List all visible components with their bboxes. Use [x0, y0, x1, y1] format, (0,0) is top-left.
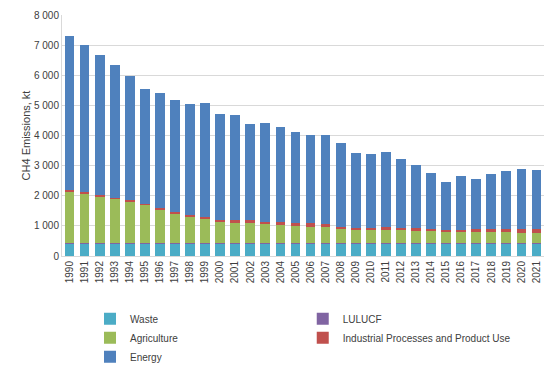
- svg-text:Agriculture: Agriculture: [130, 333, 178, 344]
- svg-text:Energy: Energy: [130, 352, 162, 363]
- svg-text:2014: 2014: [425, 261, 436, 284]
- svg-text:2 000: 2 000: [34, 190, 59, 201]
- svg-text:LULUCF: LULUCF: [343, 314, 382, 325]
- svg-text:1994: 1994: [124, 261, 135, 284]
- svg-text:2004: 2004: [275, 261, 286, 284]
- svg-text:2018: 2018: [486, 261, 497, 284]
- svg-text:2019: 2019: [501, 261, 512, 284]
- svg-text:2015: 2015: [440, 261, 451, 284]
- svg-text:2000: 2000: [214, 261, 225, 284]
- svg-text:1992: 1992: [94, 261, 105, 284]
- svg-text:0: 0: [53, 251, 59, 262]
- svg-text:2006: 2006: [305, 261, 316, 284]
- svg-text:1996: 1996: [154, 261, 165, 284]
- svg-text:1998: 1998: [184, 261, 195, 284]
- svg-text:2005: 2005: [290, 261, 301, 284]
- svg-text:2016: 2016: [455, 261, 466, 284]
- svg-text:2013: 2013: [410, 261, 421, 284]
- svg-text:2001: 2001: [229, 261, 240, 284]
- svg-text:2003: 2003: [260, 261, 271, 284]
- svg-text:Industrial Processes and Produ: Industrial Processes and Product Use: [343, 333, 511, 344]
- svg-text:5 000: 5 000: [34, 100, 59, 111]
- svg-text:7 000: 7 000: [34, 40, 59, 51]
- svg-text:2002: 2002: [245, 261, 256, 284]
- svg-text:2021: 2021: [531, 261, 542, 284]
- svg-text:2008: 2008: [335, 261, 346, 284]
- svg-text:1997: 1997: [169, 261, 180, 284]
- svg-text:6 000: 6 000: [34, 70, 59, 81]
- svg-text:2009: 2009: [350, 261, 361, 284]
- svg-text:3 000: 3 000: [34, 160, 59, 171]
- svg-text:2011: 2011: [380, 261, 391, 283]
- svg-text:1995: 1995: [139, 261, 150, 284]
- svg-text:2007: 2007: [320, 261, 331, 284]
- svg-text:2017: 2017: [470, 261, 481, 284]
- svg-text:1999: 1999: [199, 261, 210, 284]
- svg-text:2012: 2012: [395, 261, 406, 284]
- svg-text:8 000: 8 000: [34, 10, 59, 21]
- svg-text:CH4 Emissions, kt: CH4 Emissions, kt: [20, 91, 32, 181]
- svg-text:1 000: 1 000: [34, 220, 59, 231]
- svg-text:Waste: Waste: [130, 314, 158, 325]
- svg-text:1990: 1990: [64, 261, 75, 284]
- svg-text:4 000: 4 000: [34, 130, 59, 141]
- svg-text:1993: 1993: [109, 261, 120, 284]
- svg-text:1991: 1991: [79, 261, 90, 284]
- svg-text:2020: 2020: [516, 261, 527, 284]
- svg-text:2010: 2010: [365, 261, 376, 284]
